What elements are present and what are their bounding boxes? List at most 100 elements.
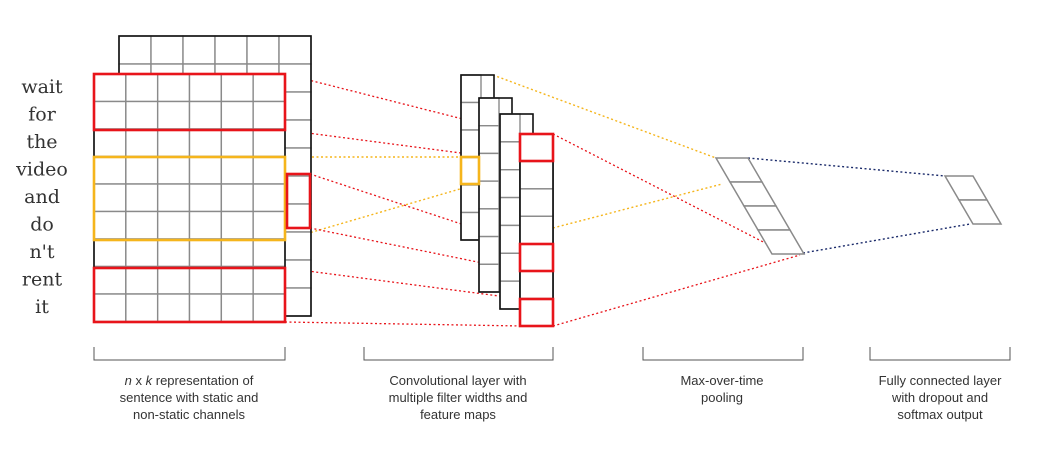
matrix-cell <box>156 155 191 185</box>
caption-segment: k <box>146 373 154 388</box>
feature-map-cell <box>519 297 554 327</box>
caption-input-line: sentence with static and <box>120 390 259 405</box>
caption-conv-line: Convolutional layer with <box>389 373 526 388</box>
caption-segment: non-static channels <box>133 407 246 422</box>
matrix-cell <box>156 210 191 240</box>
caption-fc-line: with dropout and <box>891 390 988 405</box>
feature-map-cell <box>478 152 500 182</box>
pooling-vector <box>714 157 806 255</box>
matrix-cell <box>118 35 152 65</box>
feature-map-cell <box>478 235 500 265</box>
caption-segment: sentence with static and <box>120 390 259 405</box>
caption-fc-line: Fully connected layer <box>879 373 1003 388</box>
feature-map-cell <box>499 141 521 171</box>
caption-segment: multiple filter widths and <box>389 390 528 405</box>
caption-segment: pooling <box>701 390 743 405</box>
matrix-cell <box>125 238 159 268</box>
feature-highlight-red-mid <box>518 242 555 273</box>
matrix-cell <box>93 210 127 240</box>
matrix-cell <box>220 183 254 213</box>
filter-window-red-bottom <box>92 266 287 324</box>
sentence-word: rent <box>22 269 63 291</box>
caption-segment: feature maps <box>420 407 496 422</box>
matrix-cell <box>246 35 280 65</box>
filter-window-red-back <box>285 172 312 230</box>
matrix-cell <box>214 35 248 65</box>
feature-map-cell <box>478 208 500 238</box>
matrix-cell <box>93 265 127 295</box>
feature-map-cell <box>460 184 482 214</box>
captions: n x k representation of sentence with sta… <box>120 373 1002 422</box>
matrix-cell <box>156 100 191 130</box>
caption-pool-line: Max-over-time <box>680 373 763 388</box>
matrix-cell <box>252 183 286 213</box>
matrix-cell <box>252 73 286 103</box>
feature-map-cell <box>499 196 521 227</box>
feature-map-cell <box>499 252 521 282</box>
matrix-cell <box>125 210 159 240</box>
matrix-cell <box>252 210 286 240</box>
matrix-cell <box>220 238 254 268</box>
matrix-cell <box>156 265 191 295</box>
feature-map-cell <box>519 270 554 300</box>
matrix-cell <box>93 128 127 158</box>
caption-conv-line: feature maps <box>420 407 496 422</box>
matrix-cell <box>252 128 286 158</box>
feature-map-cell <box>478 263 500 293</box>
matrix-cell <box>188 128 223 158</box>
conn-orange-pool-a <box>492 74 717 159</box>
feature-highlight-orange <box>459 155 481 186</box>
bracket-pool <box>642 347 804 361</box>
matrix-cell <box>220 155 254 185</box>
matrix-cell <box>220 100 254 130</box>
matrix-cell <box>93 238 127 268</box>
sentence-word: video <box>15 159 68 181</box>
sentence-words: wait for the video and do n't rent it <box>15 76 68 318</box>
caption-input-line: non-static channels <box>133 407 246 422</box>
caption-segment: with dropout and <box>891 390 988 405</box>
connection-lines <box>284 73 971 327</box>
feature-map-cell <box>478 125 500 155</box>
feature-map-cell <box>519 133 554 163</box>
filter-window-red-top <box>92 72 287 132</box>
conn-red-pool-a <box>552 133 772 247</box>
matrix-cell <box>188 183 223 213</box>
matrix-cell <box>188 265 223 295</box>
feature-map-cell <box>519 215 554 245</box>
caption-segment: representation of <box>152 373 254 388</box>
caption-pool-line: pooling <box>701 390 743 405</box>
matrix-cell <box>252 293 286 323</box>
matrix-cell <box>252 100 286 130</box>
pooling-cell <box>742 205 792 231</box>
feature-highlight-red-top <box>518 132 555 163</box>
matrix-cell <box>188 293 223 323</box>
feature-map-cell <box>499 113 521 143</box>
matrix-cell <box>188 73 223 103</box>
sentence-word: it <box>35 296 49 318</box>
matrix-cell <box>125 265 159 295</box>
caption-segment: Max-over-time <box>680 373 763 388</box>
matrix-cell <box>125 128 159 158</box>
feature-map-cell <box>519 243 554 272</box>
caption-input-line: n x k representation of <box>125 373 254 388</box>
caption-segment: softmax output <box>897 407 983 422</box>
pooling-cell <box>714 157 764 183</box>
feature-map-4 <box>519 133 554 327</box>
filter-window-orange <box>92 155 287 242</box>
caption-segment: x <box>132 373 146 388</box>
matrix-cell <box>125 293 159 323</box>
sentence-word: the <box>26 131 57 153</box>
caption-fc-line: softmax output <box>897 407 983 422</box>
matrix-cell <box>156 128 191 158</box>
matrix-cell <box>125 100 159 130</box>
matrix-cell <box>93 183 127 213</box>
conn-red-bot-a <box>284 267 523 300</box>
matrix-cell <box>220 73 254 103</box>
feature-maps <box>459 74 555 328</box>
sentence-word: wait <box>21 76 63 98</box>
matrix-cell <box>188 210 223 240</box>
conn-fc-a <box>747 157 946 177</box>
bracket-input <box>93 347 286 361</box>
feature-highlight-red-bottom <box>518 297 555 328</box>
